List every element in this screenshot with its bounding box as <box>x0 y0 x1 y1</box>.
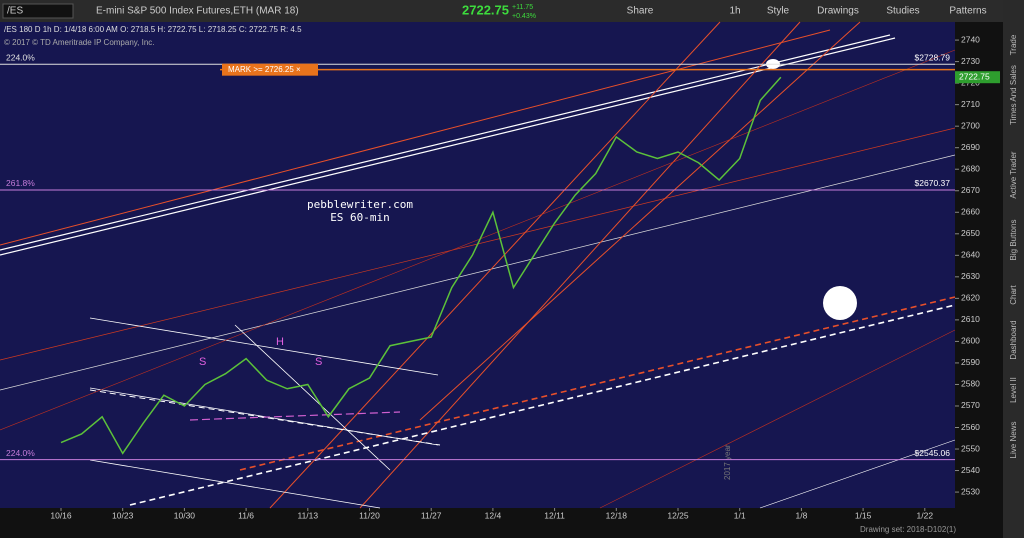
sidebar-tab[interactable]: Trade <box>1009 34 1018 55</box>
trend-line <box>89 389 441 446</box>
toolbar-button[interactable]: Studies <box>886 6 919 17</box>
plot-area <box>0 22 955 508</box>
y-tick-label: 2670 <box>961 185 980 195</box>
annotation: ES 60-min <box>330 211 390 224</box>
y-tick-label: 2650 <box>961 228 980 238</box>
x-tick-label: 10/16 <box>50 510 72 520</box>
y-tick-label: 2550 <box>961 443 980 453</box>
trend-line <box>419 21 861 421</box>
level-label: $2670.37 <box>915 178 951 188</box>
x-tick-label: 12/25 <box>667 510 689 520</box>
x-tick-label: 1/15 <box>855 510 872 520</box>
annotation: S <box>315 356 322 368</box>
trend-line <box>359 21 801 509</box>
y-tick-label: 2690 <box>961 142 980 152</box>
y-tick-label: 2560 <box>961 422 980 432</box>
x-tick-label: 12/18 <box>606 510 628 520</box>
trend-line <box>234 324 391 471</box>
annotation: 2017 year <box>723 444 732 480</box>
y-tick-label: 2640 <box>961 250 980 260</box>
symbol-box[interactable] <box>2 3 74 19</box>
symbol: /ES <box>7 6 23 17</box>
y-tick-label: 2580 <box>961 379 980 389</box>
sidebar-tab[interactable]: Big Buttons <box>1009 220 1018 261</box>
trend-line <box>129 304 956 506</box>
trend-line <box>89 459 381 509</box>
toolbar-button[interactable]: Drawings <box>817 6 859 17</box>
marker-circle <box>823 286 857 320</box>
y-tick-label: 2600 <box>961 336 980 346</box>
sidebar <box>1003 0 1024 538</box>
toolbar <box>0 0 1003 22</box>
trend-line <box>759 439 956 509</box>
toolbar-button[interactable]: 1h <box>729 6 740 17</box>
level-tag: 224.0% <box>6 52 35 62</box>
x-tick-label: 1/22 <box>917 510 934 520</box>
sidebar-tab[interactable]: Level II <box>1009 377 1018 403</box>
y-tick-label: 2740 <box>961 34 980 44</box>
sidebar-tab[interactable]: Chart <box>1009 284 1018 304</box>
x-tick-label: 12/4 <box>485 510 502 520</box>
sidebar-tab[interactable]: Dashboard <box>1009 320 1018 359</box>
y-tick-label: 2610 <box>961 314 980 324</box>
date-axis <box>0 508 1003 538</box>
trend-line <box>189 411 401 421</box>
annotation: H <box>276 336 284 348</box>
x-tick-label: 12/11 <box>544 510 565 520</box>
y-tick-label: 2540 <box>961 465 980 475</box>
trend-line <box>269 21 721 509</box>
sidebar-tab[interactable]: Times And Sales <box>1009 65 1018 125</box>
x-tick-label: 1/8 <box>795 510 807 520</box>
y-tick-label: 2570 <box>961 400 980 410</box>
y-tick-label: 2660 <box>961 207 980 217</box>
info-line: /ES 180 D 1h D: 1/4/18 6:00 AM O: 2718.5… <box>4 25 302 34</box>
x-tick-label: 1/1 <box>734 510 746 520</box>
trend-line <box>0 37 896 256</box>
trend-line <box>0 154 956 391</box>
trend-line <box>599 329 956 509</box>
level-tag: 261.8% <box>6 178 35 188</box>
description: E-mini S&P 500 Index Futures,ETH (MAR 18… <box>96 6 299 17</box>
level-label: $2545.06 <box>915 448 951 458</box>
y-tick-label: 2620 <box>961 293 980 303</box>
last-price-box <box>955 71 1000 84</box>
price-line <box>60 76 782 455</box>
trend-line <box>0 49 956 431</box>
trend-line <box>0 34 891 251</box>
x-tick-label: 11/13 <box>297 510 318 520</box>
mark-label: MARK >= 2726.25 × <box>228 65 301 74</box>
x-tick-label: 10/30 <box>174 510 196 520</box>
toolbar-button[interactable]: Patterns <box>949 6 986 17</box>
mark-box <box>222 63 318 76</box>
y-tick-label: 2530 <box>961 486 980 496</box>
y-tick-label: 2710 <box>961 99 980 109</box>
annotation: S <box>199 356 206 368</box>
toolbar-button[interactable]: Share <box>627 6 654 17</box>
x-tick-label: 10/23 <box>112 510 134 520</box>
copyright: © 2017 © TD Ameritrade IP Company, Inc. <box>4 38 155 47</box>
y-tick-label: 2630 <box>961 271 980 281</box>
y-tick-label: 2590 <box>961 357 980 367</box>
annotation: pebblewriter.com <box>307 198 413 211</box>
change-pct: +0.43% <box>512 13 536 20</box>
x-tick-label: 11/20 <box>359 510 380 520</box>
level-tag: 224.0% <box>6 448 35 458</box>
y-tick-label: 2700 <box>961 120 980 130</box>
trend-line <box>0 29 831 246</box>
y-tick-label: 2680 <box>961 163 980 173</box>
last-price: 2722.75 <box>462 2 509 17</box>
status: Drawing set: 2018-D102(1) <box>860 525 956 534</box>
trend-line <box>89 317 439 376</box>
level-label: $2728.79 <box>915 52 951 62</box>
toolbar-button[interactable]: Style <box>767 6 790 17</box>
x-tick-label: 11/6 <box>238 510 254 520</box>
last-price-label: 2722.75 <box>959 71 990 81</box>
change: +11.75 <box>512 4 533 11</box>
sidebar-tab[interactable]: Active Trader <box>1009 151 1018 198</box>
y-tick-label: 2730 <box>961 56 980 66</box>
price-axis <box>955 22 1003 508</box>
sidebar-tab[interactable]: Live News <box>1009 422 1018 459</box>
x-tick-label: 11/27 <box>421 510 442 520</box>
